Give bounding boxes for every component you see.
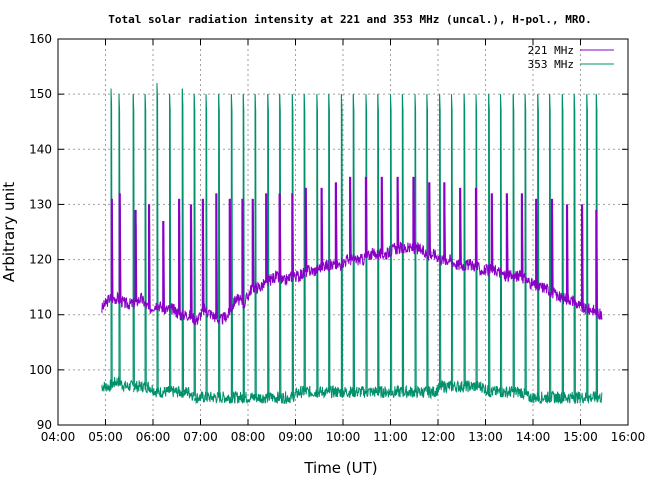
y-tick-label: 140 [29,142,52,156]
series-line [101,83,603,405]
x-tick-label: 12:00 [421,430,456,444]
y-tick-label: 110 [29,308,52,322]
x-tick-label: 09:00 [278,430,313,444]
x-tick-label: 06:00 [136,430,171,444]
x-tick-label: 05:00 [88,430,123,444]
x-axis-label: Time (UT) [303,459,377,477]
x-tick-label: 04:00 [41,430,76,444]
y-tick-label: 100 [29,363,52,377]
y-axis-label: Arbitrary unit [0,182,18,282]
y-tick-label: 90 [37,418,52,432]
x-tick-label: 16:00 [611,430,646,444]
x-tick-label: 11:00 [373,430,408,444]
chart-title: Total solar radiation intensity at 221 a… [108,13,591,26]
series-353-mhz [101,83,603,405]
y-tick-label: 130 [29,197,52,211]
series-line [101,176,603,326]
y-tick-label: 160 [29,32,52,46]
x-tick-label: 08:00 [231,430,266,444]
y-tick-label: 150 [29,87,52,101]
legend-label: 221 MHz [528,44,574,57]
x-tick-label: 15:00 [563,430,598,444]
x-tick-label: 07:00 [183,430,218,444]
series-221-mhz [101,176,603,326]
y-tick-label: 120 [29,253,52,267]
axis-ticks: 04:00 05:00 06:00 07:00 08:00 09:00 10:00 11:00… [29,32,645,444]
plot-frame [57,38,629,426]
x-tick-label: 10:00 [326,430,361,444]
legend-label: 353 MHz [528,58,574,71]
x-tick-label: 14:00 [516,430,551,444]
x-tick-label: 13:00 [468,430,503,444]
